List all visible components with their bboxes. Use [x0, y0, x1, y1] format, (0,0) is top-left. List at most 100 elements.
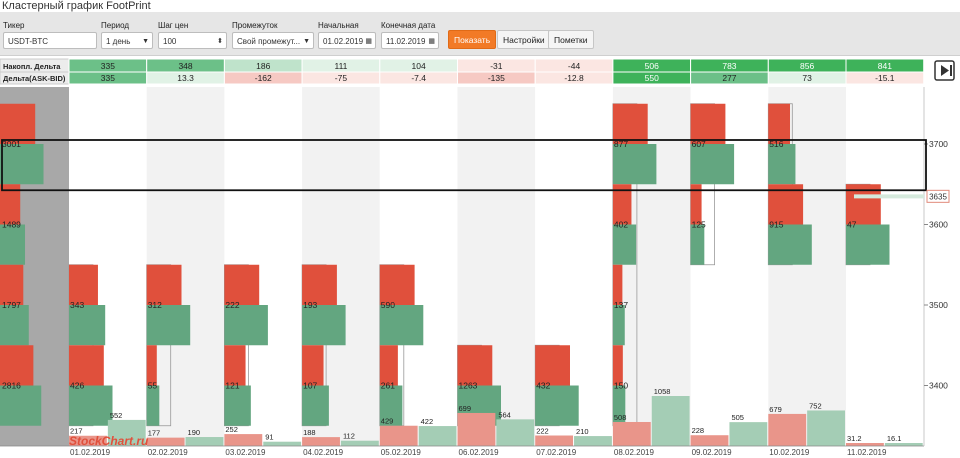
sell-volume-value: 679 [769, 405, 782, 414]
cluster-value: 55 [148, 381, 158, 391]
stepper-arrows-icon[interactable]: ⬍ [217, 38, 223, 45]
start-date-label: Начальная дата [318, 21, 359, 40]
cluster-sell-bar [535, 345, 570, 386]
delta-label: Дельта(ASK-BID) [3, 74, 66, 83]
watermark: StockChart.ru [69, 434, 149, 448]
buy-volume-bar [185, 437, 224, 446]
sell-volume-value: 217 [70, 427, 83, 436]
price-step-value: 100 [163, 37, 177, 46]
profile-value: 1489 [2, 220, 21, 230]
cluster-sell-bar [224, 345, 246, 386]
profile-sell-bar [0, 184, 21, 225]
calendar-icon[interactable]: ▦ [365, 38, 372, 45]
sell-volume-value: 252 [225, 425, 238, 434]
cluster-sell-bar [146, 345, 157, 386]
end-date-input[interactable]: 11.02.2019 ▦ [381, 32, 439, 49]
cluster-sell-bar [379, 264, 415, 305]
profile-buy-bar [0, 224, 26, 265]
cluster-sell-bar [690, 103, 726, 144]
ticker-input[interactable]: USDT-BTC [3, 32, 97, 49]
range-label: Промежуток [232, 21, 278, 30]
cluster-value: 312 [148, 300, 162, 310]
calendar-icon[interactable]: ▦ [428, 38, 435, 45]
dropdown-arrow-icon: ▼ [303, 38, 310, 45]
start-date-input[interactable]: 01.02.2019 ▦ [318, 32, 376, 49]
notes-button[interactable]: Пометки [548, 30, 594, 49]
range-field: Промежуток Свой промежут... ▼ [232, 21, 314, 49]
next-button[interactable] [934, 60, 955, 81]
current-price-tag-box [926, 189, 950, 203]
cluster-value: 222 [225, 300, 239, 310]
cluster-buy-bar [768, 144, 796, 185]
range-select[interactable]: Свой промежут... ▼ [232, 32, 314, 49]
highlight-range-box [1, 139, 927, 192]
cumulative-delta-value: 506 [645, 61, 659, 71]
cluster-value: 137 [614, 300, 628, 310]
range-value: Свой промежут... [237, 37, 301, 46]
cumulative-delta-value: 111 [334, 61, 347, 71]
date-label: 11.02.2019 [847, 448, 887, 457]
cluster-buy-bar [224, 385, 251, 426]
sell-volume-value: 429 [381, 417, 394, 426]
date-label: 06.02.2019 [459, 448, 500, 457]
sell-volume-value: 699 [459, 404, 472, 413]
cluster-sell-bar [146, 264, 182, 305]
cluster-value: 590 [381, 300, 395, 310]
footprint-chart[interactable]: Накопл. Дельта Дельта(ASK-BID) 335 348 186 11… [0, 56, 960, 458]
delta-value: -7.4 [411, 73, 426, 83]
sell-volume-bar [612, 421, 651, 446]
period-select[interactable]: 1 день ▼ [101, 32, 153, 49]
buy-volume-bar [496, 419, 535, 446]
cluster-buy-bar [379, 305, 424, 346]
cluster-sell-bar [612, 264, 623, 305]
price-step-stepper[interactable]: 100 ⬍ [158, 32, 227, 49]
date-label: 04.02.2019 [303, 448, 344, 457]
buy-volume-bar [884, 443, 923, 446]
cluster-sell-bar [768, 103, 791, 144]
cluster-value: 343 [70, 300, 84, 310]
settings-button[interactable]: Настройки [497, 30, 551, 49]
buy-volume-value: 422 [421, 417, 434, 426]
profile-buy-bar [0, 305, 29, 346]
cluster-value: 915 [769, 220, 783, 230]
cumulative-delta-value: 186 [256, 61, 270, 71]
end-date-field: Конечная дата 11.02.2019 ▦ [381, 21, 439, 49]
buy-volume-value: 112 [343, 432, 355, 441]
cumulative-delta-value: 104 [412, 61, 426, 71]
profile-sell-bar [0, 103, 36, 144]
profile-buy-bar [0, 385, 42, 426]
cluster-value: 607 [692, 139, 706, 149]
page-title: Кластерный график FootPrint [2, 0, 151, 12]
sell-volume-value: 188 [303, 428, 316, 437]
ticker-label: Тикер [3, 21, 25, 30]
period-label: Период [101, 21, 130, 30]
cluster-buy-bar [302, 305, 346, 346]
buy-volume-value: 16.1 [887, 434, 902, 443]
cluster-buy-bar [612, 144, 657, 185]
cluster-buy-bar [535, 385, 579, 426]
cluster-buy-bar [224, 305, 268, 346]
end-date-label: Конечная дата [381, 21, 436, 30]
show-button[interactable]: Показать [448, 30, 497, 49]
buy-volume-value: 210 [576, 427, 589, 436]
cluster-value: 47 [847, 220, 857, 230]
current-price-tag: 3635 [929, 192, 947, 201]
period-value: 1 день [106, 37, 131, 46]
cluster-buy-bar [302, 385, 329, 426]
start-date-value: 01.02.2019 [323, 37, 364, 46]
cumulative-delta-value: 335 [101, 61, 115, 71]
cluster-value: 402 [614, 220, 628, 230]
buy-volume-bar [807, 410, 845, 446]
buy-volume-value: 190 [188, 428, 201, 437]
price-step-label: Шаг цен [158, 21, 189, 30]
delta-value: -15.1 [875, 73, 895, 83]
toolbar: Тикер USDT-BTC Период 1 день ▼ Шаг цен 10… [0, 12, 960, 56]
y-tick-label: 3400 [929, 381, 948, 391]
date-label: 10.02.2019 [769, 448, 810, 457]
date-label: 01.02.2019 [70, 448, 111, 457]
cumulative-delta-value: -44 [568, 61, 581, 71]
sell-volume-bar [457, 412, 496, 446]
sell-volume-bar [846, 443, 884, 446]
buy-volume-value: 552 [110, 411, 123, 420]
cluster-value: 877 [614, 139, 628, 149]
